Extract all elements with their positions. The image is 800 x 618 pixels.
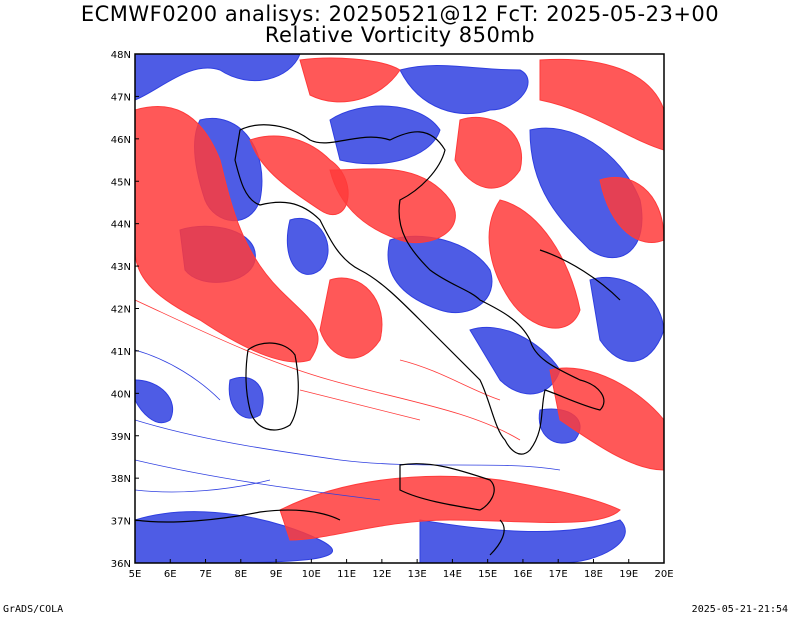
grads-credit: GrADS/COLA [3,604,64,615]
lon-tick-label: 14E [443,569,462,580]
lon-tick-label: 7E [199,569,212,580]
coastlines [135,124,621,556]
lon-tick-label: 5E [129,569,142,580]
lon-tick-label: 9E [270,569,283,580]
lat-tick-label: 48N [111,50,131,61]
map-title-line2: Relative Vorticity 850mb [264,23,536,47]
lon-tick-label: 8E [234,569,247,580]
lat-tick-label: 43N [111,262,131,273]
lat-tick-label: 47N [111,92,131,103]
lon-tick-label: 13E [408,569,427,580]
lat-tick-label: 45N [111,177,131,188]
render-timestamp: 2025-05-21-21:54 [691,604,788,615]
lon-tick-label: 17E [549,569,568,580]
lon-tick-label: 6E [164,569,177,580]
lat-tick-label: 40N [111,389,131,400]
lon-tick-label: 16E [513,569,532,580]
lon-tick-label: 19E [619,569,638,580]
lat-tick-label: 38N [111,474,131,485]
lon-tick-label: 18E [584,569,603,580]
lat-tick-label: 37N [111,517,131,528]
lat-tick-label: 41N [111,347,131,358]
map-title-line1: ECMWF0200 analisys: 20250521@12 FcT: 202… [80,2,720,26]
lon-tick-label: 11E [337,569,356,580]
positive-vorticity-field [135,57,664,541]
lon-tick-label: 12E [372,569,391,580]
lon-tick-label: 20E [654,569,673,580]
lat-tick-label: 42N [111,305,131,316]
latitude-axis: 48N 47N 46N 45N 44N 43N 42N 41N 40N 39N 38N 37N 36N [111,50,139,570]
longitude-axis: 5E 6E 7E 8E 9E 10E 11E 12E 13E 14E 15E 16E 17E 18E 19E… [129,559,674,580]
contour-lines [135,299,561,501]
lat-tick-label: 36N [111,559,131,570]
lat-tick-label: 39N [111,432,131,443]
lon-tick-label: 10E [302,569,321,580]
lat-tick-label: 46N [111,135,131,146]
lat-tick-label: 44N [111,220,131,231]
lon-tick-label: 15E [478,569,497,580]
